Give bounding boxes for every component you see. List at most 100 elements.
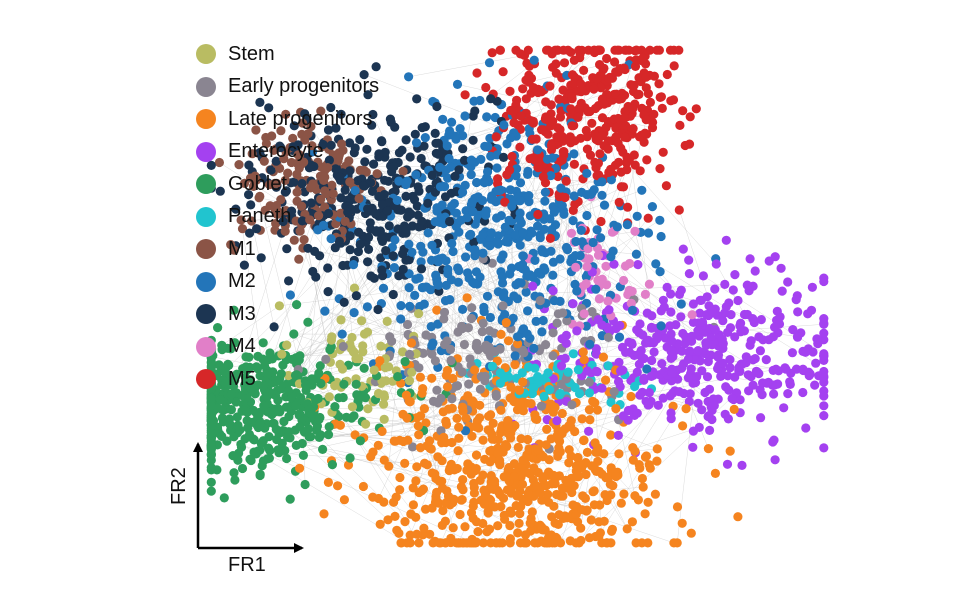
- data-point: [625, 258, 635, 269]
- data-point: [389, 263, 399, 273]
- data-point: [349, 283, 360, 293]
- data-point: [340, 216, 350, 226]
- data-point: [220, 378, 230, 388]
- data-point: [533, 445, 543, 455]
- data-point: [390, 186, 400, 196]
- data-point: [418, 348, 428, 358]
- data-point: [678, 421, 688, 431]
- data-point: [728, 285, 738, 295]
- data-point: [314, 432, 324, 442]
- data-point: [478, 470, 488, 480]
- data-point: [643, 497, 653, 507]
- data-point: [448, 246, 458, 257]
- data-point: [546, 140, 557, 150]
- data-point: [597, 383, 607, 393]
- data-point: [559, 209, 569, 219]
- data-point: [414, 186, 424, 196]
- data-point: [433, 149, 443, 159]
- data-point: [579, 435, 589, 445]
- data-point: [500, 222, 510, 232]
- data-point: [720, 279, 730, 289]
- data-point: [398, 264, 408, 274]
- data-point: [735, 321, 745, 331]
- data-point: [491, 538, 501, 548]
- legend-marker: [196, 239, 216, 260]
- data-point: [277, 438, 287, 448]
- data-point: [305, 160, 316, 170]
- data-point: [811, 358, 821, 368]
- data-point: [628, 104, 638, 114]
- legend-label: Enterocyte: [228, 140, 324, 163]
- data-point: [634, 89, 644, 99]
- data-point: [524, 191, 534, 201]
- data-point: [345, 177, 355, 187]
- data-point: [591, 366, 601, 376]
- data-point: [230, 475, 240, 485]
- data-point: [304, 432, 314, 442]
- data-point: [819, 391, 829, 401]
- data-point: [537, 125, 547, 135]
- data-point: [541, 538, 552, 548]
- data-point: [514, 385, 525, 395]
- data-point: [602, 538, 612, 548]
- data-point: [475, 95, 485, 106]
- data-point: [669, 61, 679, 71]
- data-point: [688, 426, 699, 436]
- data-point: [785, 377, 795, 387]
- data-point: [439, 307, 450, 317]
- data-point: [548, 270, 558, 280]
- data-point: [425, 529, 435, 539]
- data-point: [597, 274, 607, 284]
- data-point: [369, 365, 379, 375]
- data-point: [297, 179, 307, 189]
- data-point: [548, 286, 558, 296]
- data-point: [621, 347, 631, 357]
- data-point: [632, 367, 642, 377]
- data-point: [401, 191, 411, 201]
- data-point: [326, 234, 336, 244]
- data-point: [216, 395, 226, 405]
- data-point: [567, 70, 578, 80]
- data-point: [471, 450, 482, 460]
- data-point: [535, 296, 545, 306]
- data-point: [569, 159, 580, 169]
- data-point: [606, 397, 616, 407]
- data-point: [680, 140, 690, 151]
- data-point: [774, 366, 784, 376]
- data-point: [379, 399, 389, 409]
- data-point: [533, 221, 543, 231]
- data-point: [298, 450, 308, 460]
- data-point: [324, 422, 334, 432]
- data-point: [539, 481, 549, 491]
- data-point: [478, 248, 488, 258]
- data-point: [677, 518, 687, 528]
- data-point: [497, 272, 508, 282]
- data-point: [441, 370, 451, 380]
- data-point: [295, 463, 305, 473]
- data-point: [279, 416, 289, 427]
- data-point: [350, 186, 360, 196]
- data-point: [392, 195, 402, 205]
- data-point: [445, 216, 455, 227]
- data-point: [577, 414, 587, 424]
- data-point: [688, 442, 698, 452]
- data-point: [691, 104, 701, 114]
- data-point: [592, 171, 602, 181]
- data-point: [568, 299, 578, 309]
- data-point: [737, 460, 747, 470]
- data-point: [500, 197, 510, 207]
- data-point: [582, 132, 592, 142]
- data-point: [484, 524, 495, 534]
- data-point: [355, 436, 365, 446]
- data-point: [521, 94, 531, 104]
- data-point: [479, 499, 489, 509]
- data-point: [632, 45, 642, 55]
- data-point: [421, 418, 431, 428]
- data-point: [550, 220, 561, 230]
- data-point: [258, 456, 268, 466]
- data-point: [548, 351, 558, 361]
- graph-edge: [703, 275, 824, 354]
- data-point: [495, 45, 505, 55]
- data-point: [481, 210, 491, 220]
- data-point: [748, 314, 758, 324]
